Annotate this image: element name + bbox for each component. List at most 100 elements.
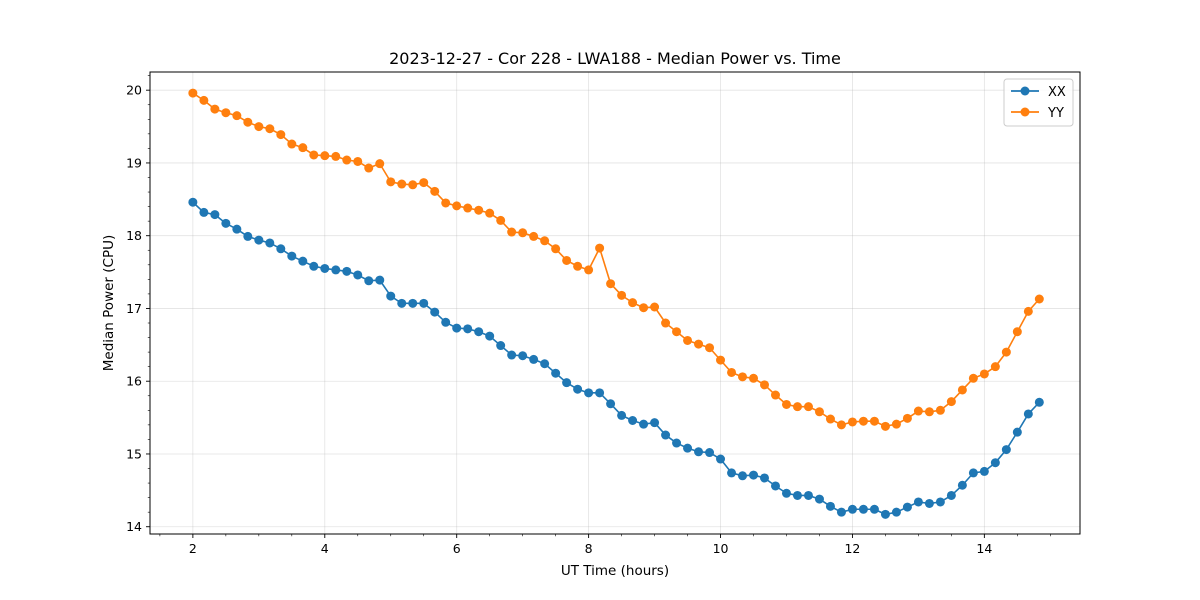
legend-entry-yy: YY: [1011, 106, 1064, 121]
data-point-xx: [375, 275, 385, 285]
data-point-yy: [331, 151, 341, 161]
data-point-xx: [1023, 409, 1033, 419]
data-point-xx: [1012, 427, 1022, 437]
data-point-yy: [386, 177, 396, 187]
data-point-xx: [210, 210, 220, 220]
data-point-xx: [331, 265, 341, 275]
y-tick-label: 15: [126, 446, 142, 461]
data-point-xx: [573, 384, 583, 394]
legend-label-xx: XX: [1048, 85, 1066, 100]
x-tick-label: 10: [713, 541, 729, 556]
data-point-xx: [320, 263, 330, 273]
data-point-yy: [935, 405, 945, 415]
data-point-xx: [814, 494, 824, 504]
plot-frame: [149, 71, 1081, 535]
y-tick-label: 18: [126, 228, 142, 243]
data-point-yy: [364, 163, 374, 173]
data-point-yy: [650, 302, 660, 312]
data-point-yy: [540, 236, 550, 246]
data-point-yy: [1001, 347, 1011, 357]
data-point-xx: [474, 327, 484, 337]
data-point-xx: [243, 231, 253, 241]
data-point-yy: [342, 155, 352, 165]
x-tick-label: 4: [321, 541, 329, 556]
chart-title: 2023-12-27 - Cor 228 - LWA188 - Median P…: [389, 49, 841, 68]
x-tick-label: 12: [844, 541, 860, 556]
data-point-yy: [595, 243, 605, 253]
data-point-yy: [463, 203, 473, 213]
x-tick-label: 14: [976, 541, 992, 556]
data-point-yy: [452, 201, 462, 211]
data-point-yy: [397, 179, 407, 189]
data-point-yy: [188, 88, 198, 98]
data-point-xx: [221, 218, 231, 228]
data-point-xx: [705, 448, 715, 458]
data-point-yy: [353, 156, 363, 166]
data-point-yy: [441, 198, 451, 208]
data-point-xx: [683, 443, 693, 453]
data-point-xx: [606, 399, 616, 409]
data-point-yy: [716, 355, 726, 365]
data-point-yy: [968, 373, 978, 383]
data-point-xx: [902, 502, 912, 512]
data-point-yy: [617, 290, 627, 300]
data-point-xx: [628, 416, 638, 425]
data-point-xx: [891, 507, 901, 517]
data-point-xx: [276, 244, 286, 254]
data-point-xx: [419, 298, 429, 308]
data-point-yy: [760, 380, 770, 390]
data-point-xx: [1001, 445, 1011, 455]
data-point-yy: [979, 369, 989, 379]
data-point-xx: [265, 238, 275, 248]
data-point-xx: [957, 480, 967, 490]
data-point-yy: [661, 318, 671, 328]
series-xx: [188, 197, 1044, 519]
data-point-yy: [781, 399, 791, 409]
data-point-yy: [320, 151, 330, 161]
data-point-xx: [397, 298, 407, 308]
data-point-xx: [408, 298, 418, 308]
data-point-yy: [694, 339, 704, 349]
data-point-yy: [419, 178, 429, 188]
data-point-yy: [518, 228, 528, 238]
data-point-yy: [858, 416, 868, 426]
data-point-yy: [584, 265, 594, 275]
data-point-yy: [254, 122, 264, 132]
data-point-xx: [1034, 397, 1044, 407]
data-point-xx: [364, 276, 374, 286]
data-point-yy: [957, 385, 967, 395]
data-point-xx: [485, 331, 495, 341]
y-tick-label: 14: [126, 519, 142, 534]
data-point-yy: [606, 279, 616, 289]
data-point-xx: [551, 368, 561, 378]
data-point-yy: [1012, 327, 1022, 337]
legend-label-yy: YY: [1047, 106, 1064, 121]
data-point-yy: [408, 180, 418, 190]
data-point-yy: [375, 159, 385, 169]
data-point-yy: [221, 108, 231, 118]
data-point-yy: [562, 255, 572, 265]
x-tick-label: 6: [453, 541, 461, 556]
data-point-xx: [188, 197, 198, 207]
data-point-xx: [770, 481, 780, 491]
y-tick-label: 19: [126, 155, 142, 170]
data-point-xx: [595, 388, 605, 398]
data-point-xx: [979, 466, 989, 476]
data-point-yy: [573, 261, 583, 271]
data-point-yy: [803, 402, 813, 412]
data-point-xx: [792, 490, 802, 500]
data-point-xx: [924, 498, 934, 508]
data-point-xx: [880, 509, 890, 519]
data-point-xx: [617, 410, 627, 420]
data-point-xx: [540, 359, 550, 369]
data-point-yy: [298, 143, 308, 153]
data-point-yy: [430, 186, 440, 196]
data-point-yy: [705, 343, 715, 353]
data-point-xx: [298, 256, 308, 266]
data-point-xx: [342, 266, 352, 276]
plot-area: 2 4 6 8 10 12 14 14 15 16 17 18 19 20: [126, 71, 1081, 556]
data-point-yy: [276, 130, 286, 140]
ticks: 2 4 6 8 10 12 14 14 15 16 17 18 19 20: [126, 75, 1051, 556]
data-point-yy: [683, 335, 693, 345]
data-point-yy: [507, 227, 517, 237]
